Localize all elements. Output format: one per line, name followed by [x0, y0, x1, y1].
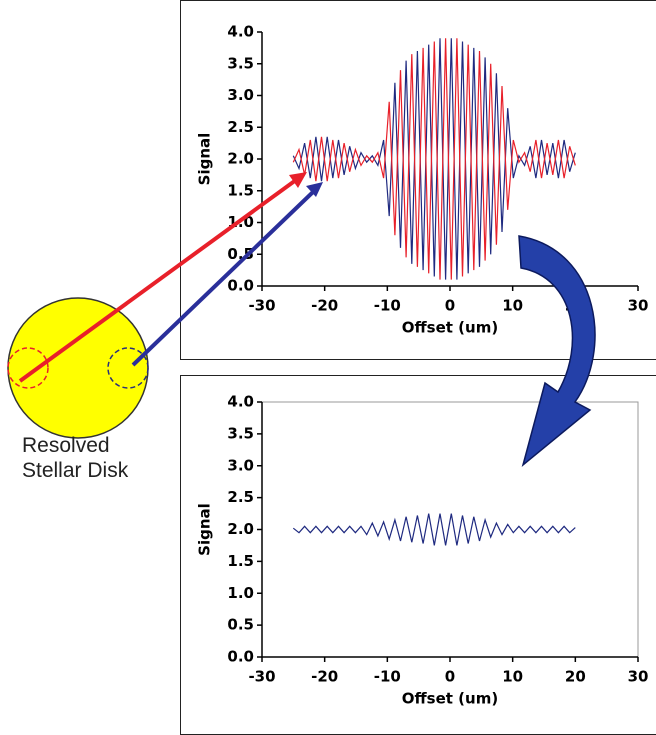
y-tick-label: 3.5 — [227, 424, 254, 442]
x-tick-label: -10 — [374, 668, 401, 686]
x-tick-label: -20 — [311, 668, 338, 686]
y-tick-label: 2.5 — [227, 488, 254, 506]
series-line — [292, 513, 576, 546]
disk-illustration: Resolved Stellar Disk — [7, 172, 596, 482]
y-tick-label: 4.0 — [227, 393, 254, 411]
y-tick-label: 2.5 — [227, 118, 254, 136]
x-tick-label: -30 — [248, 297, 275, 315]
x-tick-label: 10 — [502, 668, 523, 686]
y-tick-label: 3.5 — [227, 54, 254, 72]
y-tick-label: 1.5 — [227, 552, 254, 570]
y-tick-label: 2.0 — [227, 520, 254, 538]
arrow-head — [306, 182, 323, 197]
x-tick-label: 0 — [445, 297, 455, 315]
series-line — [292, 38, 576, 280]
arrow — [18, 178, 298, 383]
arrow — [131, 190, 315, 367]
x-tick-label: -30 — [248, 668, 275, 686]
panel-frame — [180, 0, 656, 360]
y-tick-label: 0.0 — [227, 277, 254, 295]
y-tick-label: 1.0 — [227, 584, 254, 602]
region-circle — [7, 347, 49, 389]
caption-line: Stellar Disk — [22, 459, 129, 482]
y-tick-label: 4.0 — [227, 23, 254, 41]
y-axis-label: Signal — [196, 503, 214, 556]
x-tick-label: 10 — [502, 297, 523, 315]
x-tick-label: 30 — [628, 297, 649, 315]
series-line — [292, 38, 576, 280]
x-tick-label: -10 — [374, 297, 401, 315]
y-tick-label: 1.5 — [227, 181, 254, 199]
y-tick-label: 0.5 — [227, 616, 254, 634]
x-tick-label: -20 — [311, 297, 338, 315]
region-circle — [107, 347, 149, 389]
y-tick-label: 3.0 — [227, 456, 254, 474]
x-tick-label: 20 — [565, 668, 586, 686]
y-axis-label: Signal — [196, 133, 214, 186]
x-tick-label: 0 — [445, 668, 455, 686]
x-axis-label: Offset (um) — [402, 319, 498, 337]
stellar-disk — [7, 297, 149, 439]
y-tick-label: 0.0 — [227, 648, 254, 666]
charts: 0.0 0.5 1.0 1.5 2.0 2.5 3.0 3.5 4.0 -30 -20 -10 0 10 2… — [196, 23, 649, 708]
caption-line: Resolved — [22, 434, 110, 457]
y-tick-label: 2.0 — [227, 150, 254, 168]
x-tick-label: 30 — [628, 668, 649, 686]
curved-arrow — [518, 235, 596, 468]
x-axis-label: Offset (um) — [402, 690, 498, 708]
y-tick-label: 3.0 — [227, 86, 254, 104]
y-tick-label: 0.5 — [227, 245, 254, 263]
arrow-head — [289, 172, 307, 188]
